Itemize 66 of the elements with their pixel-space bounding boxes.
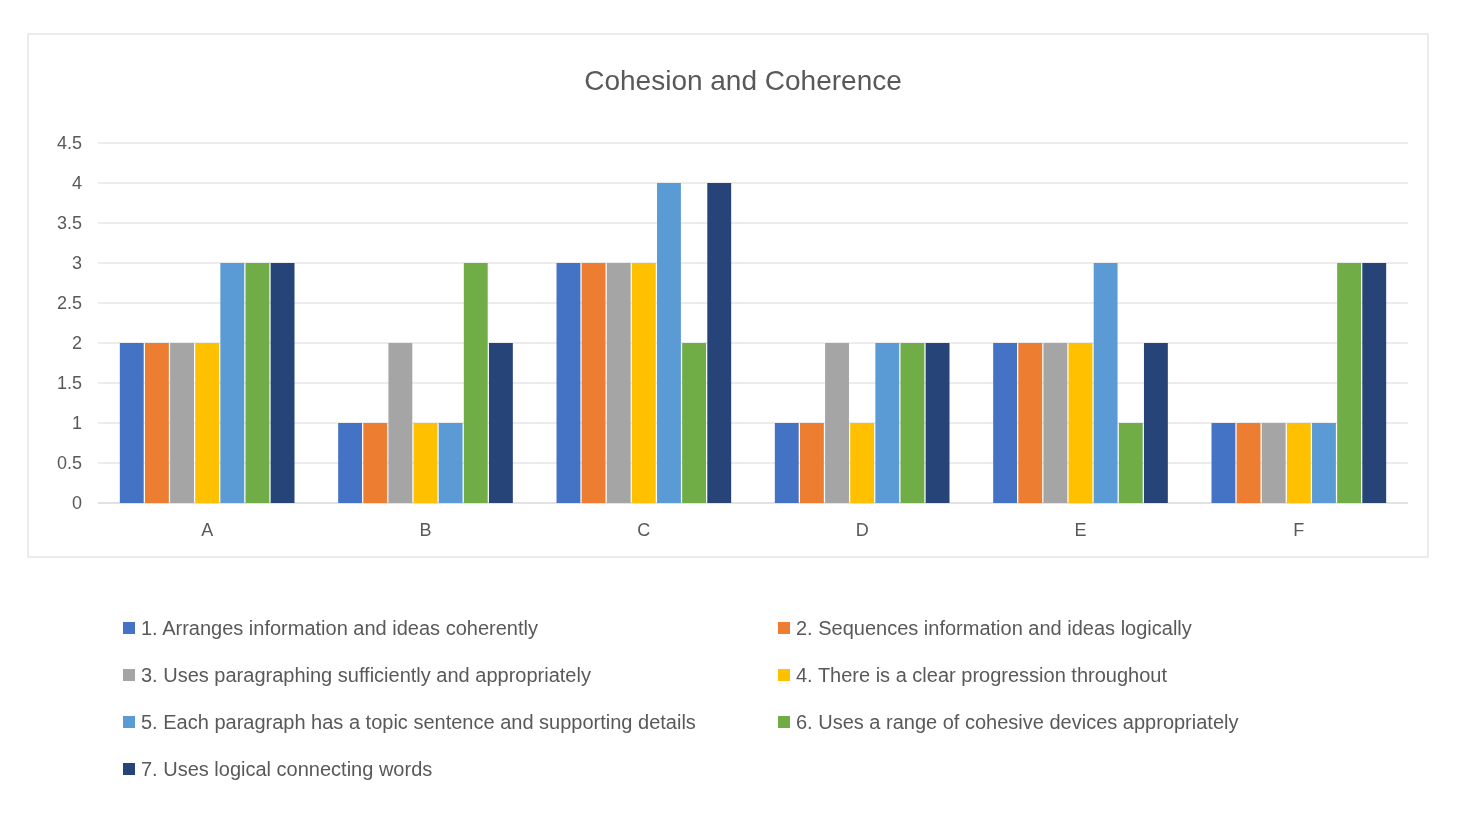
bar (270, 263, 295, 503)
bar (170, 343, 194, 503)
bar (606, 263, 631, 503)
bar (1093, 263, 1118, 503)
legend-label: 5. Each paragraph has a topic sentence and supporting details (141, 711, 696, 733)
legend-label: 2. Sequences information and ideas logically (796, 617, 1192, 639)
bar (900, 343, 925, 503)
x-tick-label: F (1293, 520, 1305, 540)
bar (1337, 263, 1362, 503)
bar (338, 423, 363, 503)
x-tick-label: A (201, 520, 214, 540)
y-tick-label: 3 (71, 253, 82, 274)
legend-label: 3. Uses paragraphing sufficiently and appropriately (141, 664, 591, 686)
bar (119, 343, 144, 503)
bar (850, 423, 875, 503)
bar (438, 423, 463, 503)
bar (195, 343, 220, 503)
bar (463, 263, 488, 503)
bar (657, 183, 681, 503)
bar (388, 343, 413, 503)
legend-label: 6. Uses a range of cohesive devices appropriately (796, 711, 1239, 733)
bar (631, 263, 656, 503)
bar (1236, 423, 1261, 503)
bar (220, 263, 245, 503)
y-tick-label: 0.5 (56, 453, 82, 474)
y-tick-label: 2.5 (56, 293, 82, 314)
bar (1286, 423, 1311, 503)
y-tick-label: 1.5 (56, 373, 82, 394)
bar (1043, 343, 1068, 503)
y-tick-label: 2 (71, 333, 82, 354)
bar (1211, 423, 1236, 503)
chart-title: Cohesion and Coherence (584, 65, 902, 96)
bar (925, 343, 950, 503)
bar (413, 423, 438, 503)
legend-label: 1. Arranges information and ideas coherently (141, 617, 538, 639)
legend-label: 7. Uses logical connecting words (141, 758, 433, 780)
legend-label: 4. There is a clear progression throughout (796, 664, 1168, 686)
bar (1068, 343, 1093, 503)
bar (875, 343, 900, 503)
y-tick-label: 4 (71, 173, 82, 194)
bar (1143, 343, 1168, 503)
bar (1118, 423, 1143, 503)
bar (993, 343, 1018, 503)
x-tick-label: B (419, 520, 432, 540)
bar (556, 263, 581, 503)
y-tick-label: 1 (71, 413, 82, 434)
bar (682, 343, 707, 503)
bar (1312, 423, 1336, 503)
bar (245, 263, 270, 503)
bar (1018, 343, 1043, 503)
x-tick-label: E (1074, 520, 1087, 540)
y-tick-label: 3.5 (56, 213, 82, 234)
bar (581, 263, 606, 503)
x-tick-label: C (637, 520, 651, 540)
bar (144, 343, 169, 503)
y-tick-label: 0 (71, 493, 82, 514)
y-tick-label: 4.5 (56, 133, 82, 154)
bar (1362, 263, 1387, 503)
x-tick-label: D (855, 520, 869, 540)
bar (363, 423, 388, 503)
bar (825, 343, 849, 503)
bar (707, 183, 732, 503)
bar (774, 423, 799, 503)
bar (1261, 423, 1286, 503)
bar (799, 423, 824, 503)
bar (488, 343, 513, 503)
